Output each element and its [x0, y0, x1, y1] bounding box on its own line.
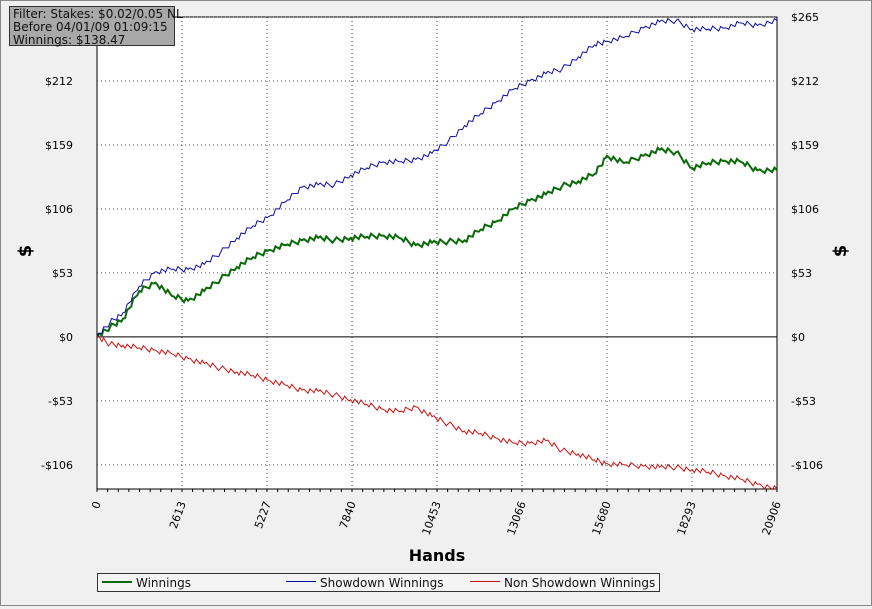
legend-entry-non-showdown: Non Showdown Winnings [470, 576, 655, 590]
legend-entry-winnings: Winnings [102, 576, 191, 590]
y-tick-label-left: -$106 [41, 459, 73, 472]
x-tick-label: 13066 [505, 500, 529, 537]
y-tick-label-right: -$53 [791, 395, 816, 408]
x-tick-label: 10453 [420, 500, 444, 537]
y-tick-label-left: $53 [52, 267, 73, 280]
legend-label-winnings: Winnings [136, 576, 191, 590]
x-tick-label: 2613 [167, 500, 189, 531]
chart-legend: Winnings Showdown Winnings Non Showdown … [97, 573, 660, 592]
y-tick-label-right: $212 [791, 75, 819, 88]
y-tick-label-right: $53 [791, 267, 812, 280]
x-tick-label: 7840 [337, 500, 359, 531]
x-axis-label: Hands [409, 546, 466, 565]
y-tick-label-left: -$53 [48, 395, 73, 408]
filter-info-box: Filter: Stakes: $0.02/0.05 NL Before 04/… [9, 6, 183, 47]
legend-label-non-showdown: Non Showdown Winnings [504, 576, 656, 590]
y-tick-label-right: $106 [791, 203, 819, 216]
x-tick-label: 0 [89, 500, 104, 511]
x-tick-label: 15680 [590, 500, 614, 537]
y-tick-label-left: $159 [45, 139, 73, 152]
y-axis-label-left: $ [15, 245, 36, 258]
y-tick-label-right: $265 [791, 11, 819, 24]
y-tick-label-left: $0 [59, 331, 73, 344]
legend-swatch-showdown [286, 581, 316, 582]
y-axis-label-right: $ [830, 245, 851, 258]
winnings-line [96, 146, 778, 338]
x-tick-label: 18293 [675, 500, 699, 537]
x-tick-label: 20906 [760, 500, 784, 537]
y-tick-label-right: $159 [791, 139, 819, 152]
filter-stakes-text: Filter: Stakes: $0.02/0.05 NL [13, 7, 183, 21]
legend-entry-showdown: Showdown Winnings [286, 576, 444, 590]
legend-swatch-non-showdown [470, 581, 500, 582]
y-tick-label-right: -$106 [791, 459, 823, 472]
legend-swatch-winnings [102, 580, 132, 583]
filter-winnings-text: Winnings: $138.47 [13, 33, 126, 47]
y-tick-label-left: $106 [45, 203, 73, 216]
y-tick-label-left: $212 [45, 75, 73, 88]
showdown-winnings-line [96, 17, 778, 338]
filter-date-text: Before 04/01/09 01:09:15 [13, 20, 168, 34]
x-tick-label: 5227 [252, 500, 274, 531]
non-showdown-winnings-line [96, 335, 778, 491]
legend-label-showdown: Showdown Winnings [320, 576, 444, 590]
y-tick-label-right: $0 [791, 331, 805, 344]
